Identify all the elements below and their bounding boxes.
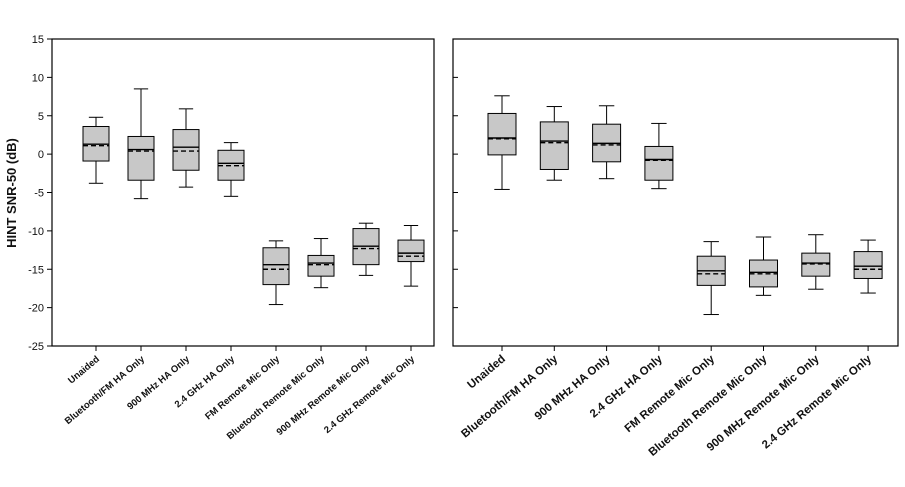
x-category-label: Unaided [66,354,102,387]
y-axis-label: HINT SNR-50 (dB) [4,138,19,248]
box-iqr [397,239,425,263]
y-tick-label: -15 [28,264,44,276]
box-iqr [487,112,517,156]
y-tick-label: 5 [38,111,44,123]
y-tick-label: 15 [32,34,44,46]
box-iqr [172,129,200,171]
x-category-label: Bluetooth/FM HA Only [63,353,148,426]
box-iqr [127,135,155,181]
box-iqr [801,252,831,277]
y-tick-label: -20 [28,303,44,315]
x-category-label: 2.4 GHz Remote Mic Only [760,353,874,452]
y-tick-label: -5 [34,188,44,200]
y-tick-label: -10 [28,226,44,238]
box-iqr [262,247,290,286]
box-iqr [539,121,569,170]
x-category-label: 2.4 GHz Remote Mic Only [322,353,417,436]
x-category-label: FM Remote Mic Only [203,353,282,422]
plot-frame-right [452,38,899,347]
y-tick-label: 0 [38,149,44,161]
x-category-label: FM Remote Mic Only [623,353,718,435]
x-category-label: Unaided [465,353,507,391]
box-iqr [644,145,674,181]
plot-frame-left [51,38,435,347]
y-tick-label: 10 [32,72,44,84]
x-category-label: Bluetooth/FM HA Only [459,353,560,441]
box-iqr [853,251,883,279]
box-iqr [307,254,335,277]
y-tick-label: -25 [28,341,44,353]
